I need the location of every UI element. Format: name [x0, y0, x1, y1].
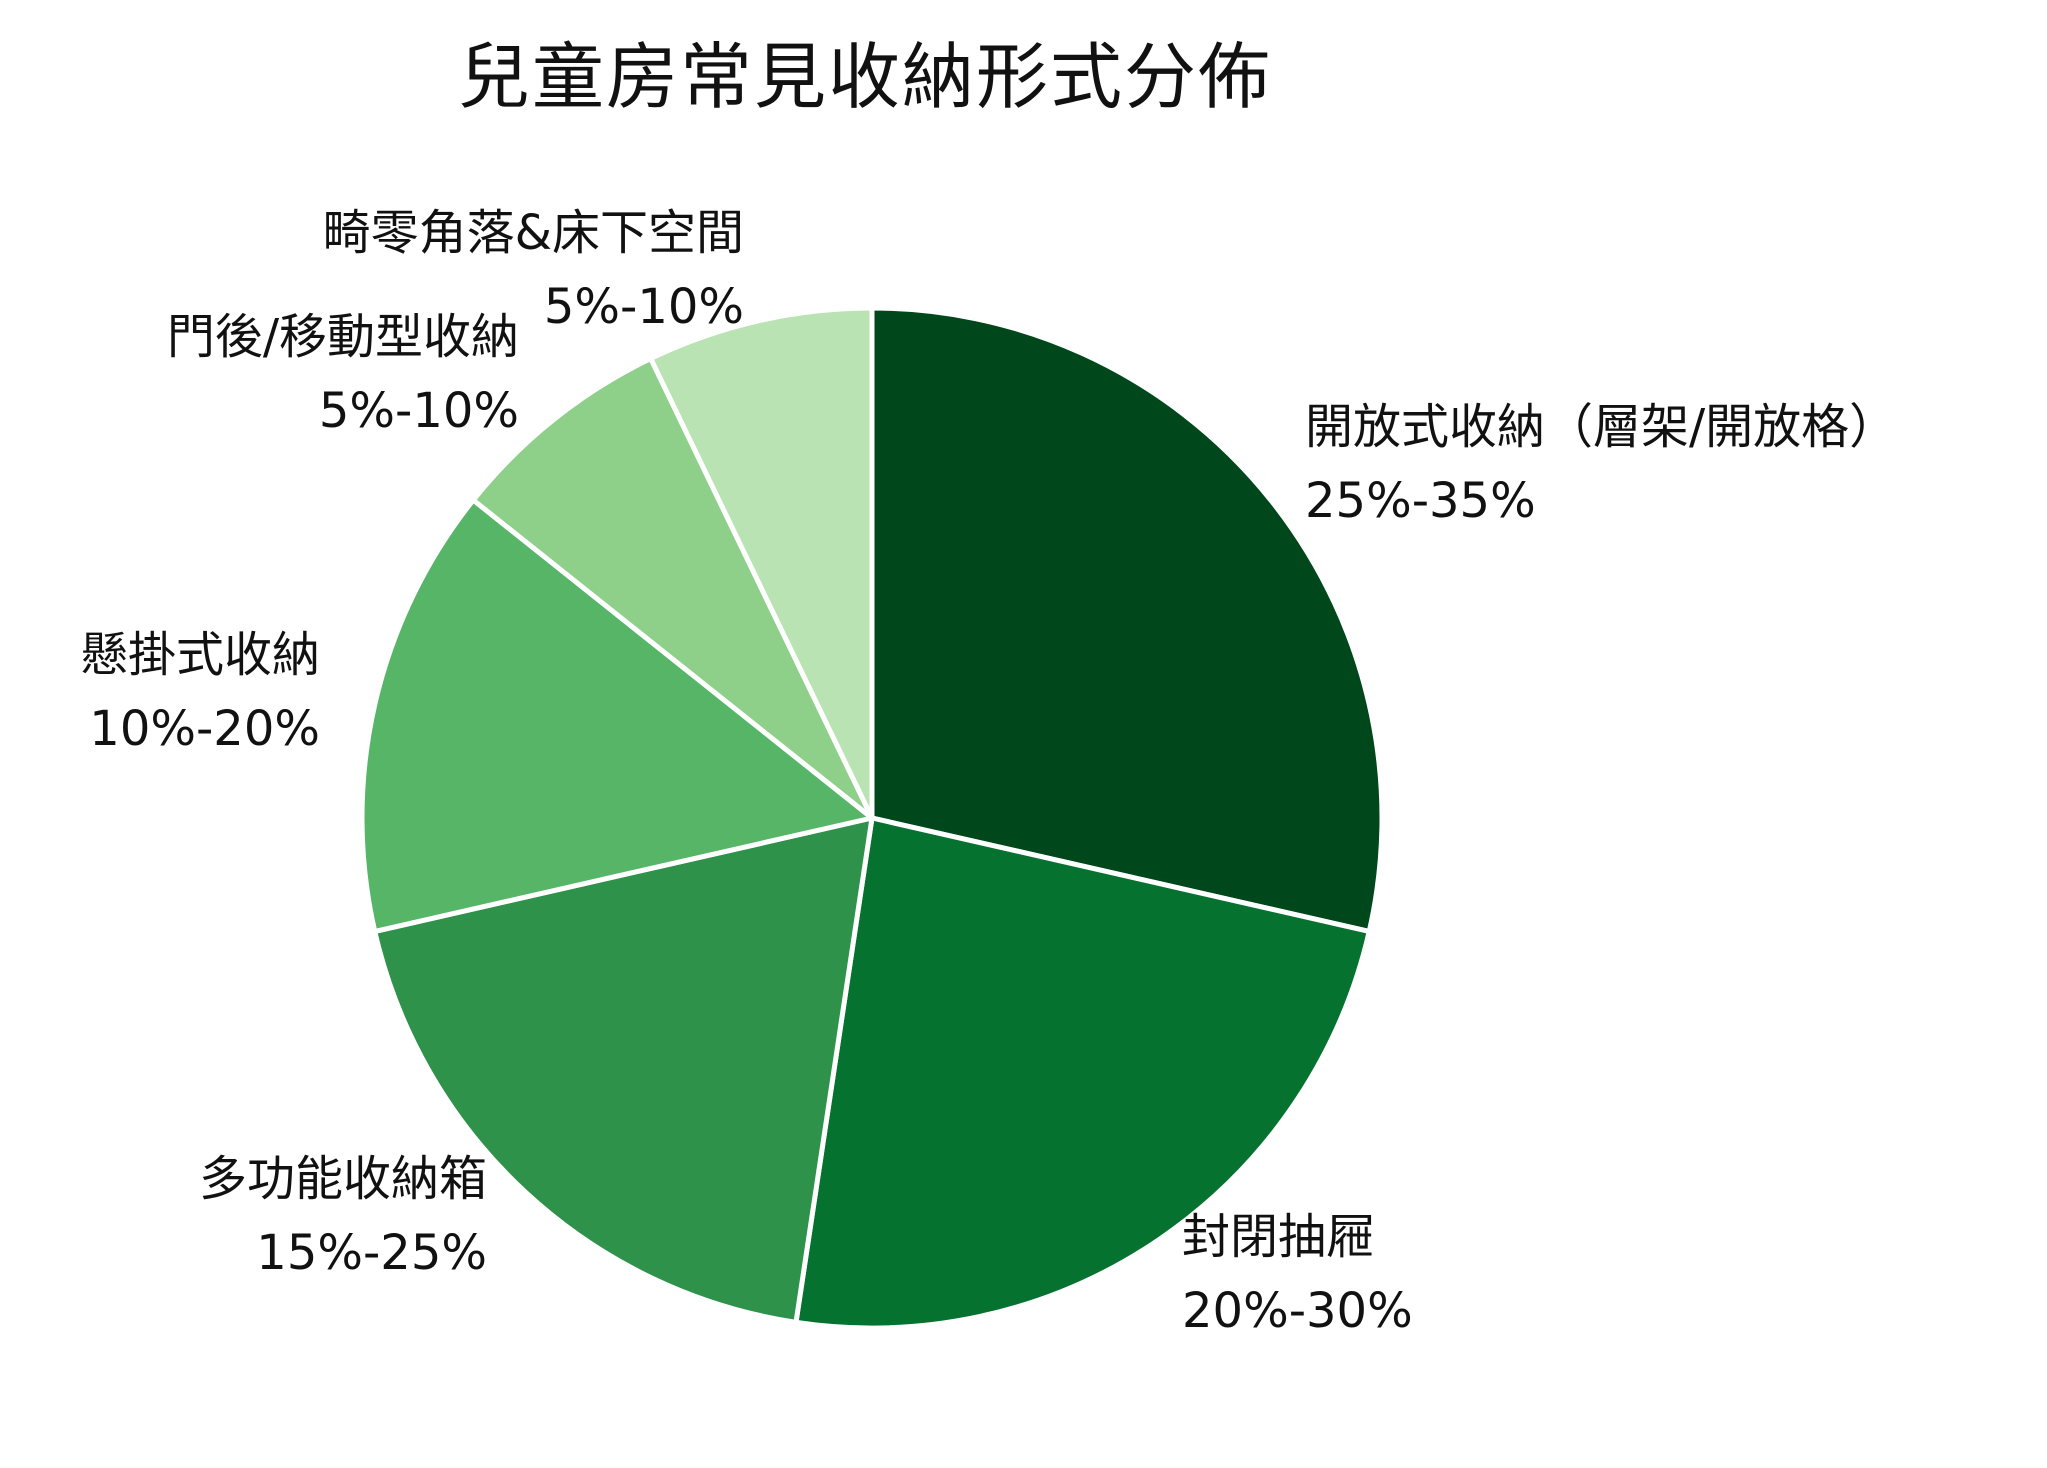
label-open-storage: 開放式收納（層架/開放格） 25%-35% — [1305, 390, 1897, 538]
label-open-storage-name: 開放式收納（層架/開放格） — [1305, 399, 1898, 455]
pie-slice-open-storage — [869, 305, 1385, 934]
label-door-mobile-name: 門後/移動型收納 — [166, 309, 519, 365]
chart-title: 兒童房常見收納形式分佈 — [457, 35, 1272, 119]
pie-slice-drawer — [793, 815, 1372, 1331]
label-multi-box: 多功能收納箱 15%-25% — [199, 1142, 487, 1290]
pie-slice-door-mobile — [470, 356, 875, 821]
label-drawer-name: 封閉抽屜 — [1182, 1209, 1375, 1265]
label-hanging: 懸掛式收納 10%-20% — [80, 618, 320, 766]
pie-slice-multi-box — [372, 815, 875, 1325]
label-multi-box-name: 多功能收納箱 — [198, 1151, 487, 1207]
label-corner-bed: 畸零角落&床下空間 5%-10% — [323, 196, 744, 344]
label-drawer: 封閉抽屜 20%-30% — [1182, 1200, 1413, 1348]
label-door-mobile: 門後/移動型收納 5%-10% — [167, 300, 519, 448]
pie-slice-hanging — [359, 497, 875, 934]
pie-slice-corner-bed — [648, 305, 875, 821]
label-door-mobile-range: 5%-10% — [318, 383, 519, 439]
label-hanging-name: 懸掛式收納 — [79, 627, 320, 683]
label-corner-bed-range: 5%-10% — [543, 279, 744, 335]
label-hanging-range: 10%-20% — [89, 701, 320, 757]
label-open-storage-range: 25%-35% — [1305, 473, 1536, 529]
label-drawer-range: 20%-30% — [1182, 1283, 1413, 1339]
label-multi-box-range: 15%-25% — [256, 1225, 487, 1281]
label-corner-bed-name: 畸零角落&床下空間 — [322, 205, 744, 261]
